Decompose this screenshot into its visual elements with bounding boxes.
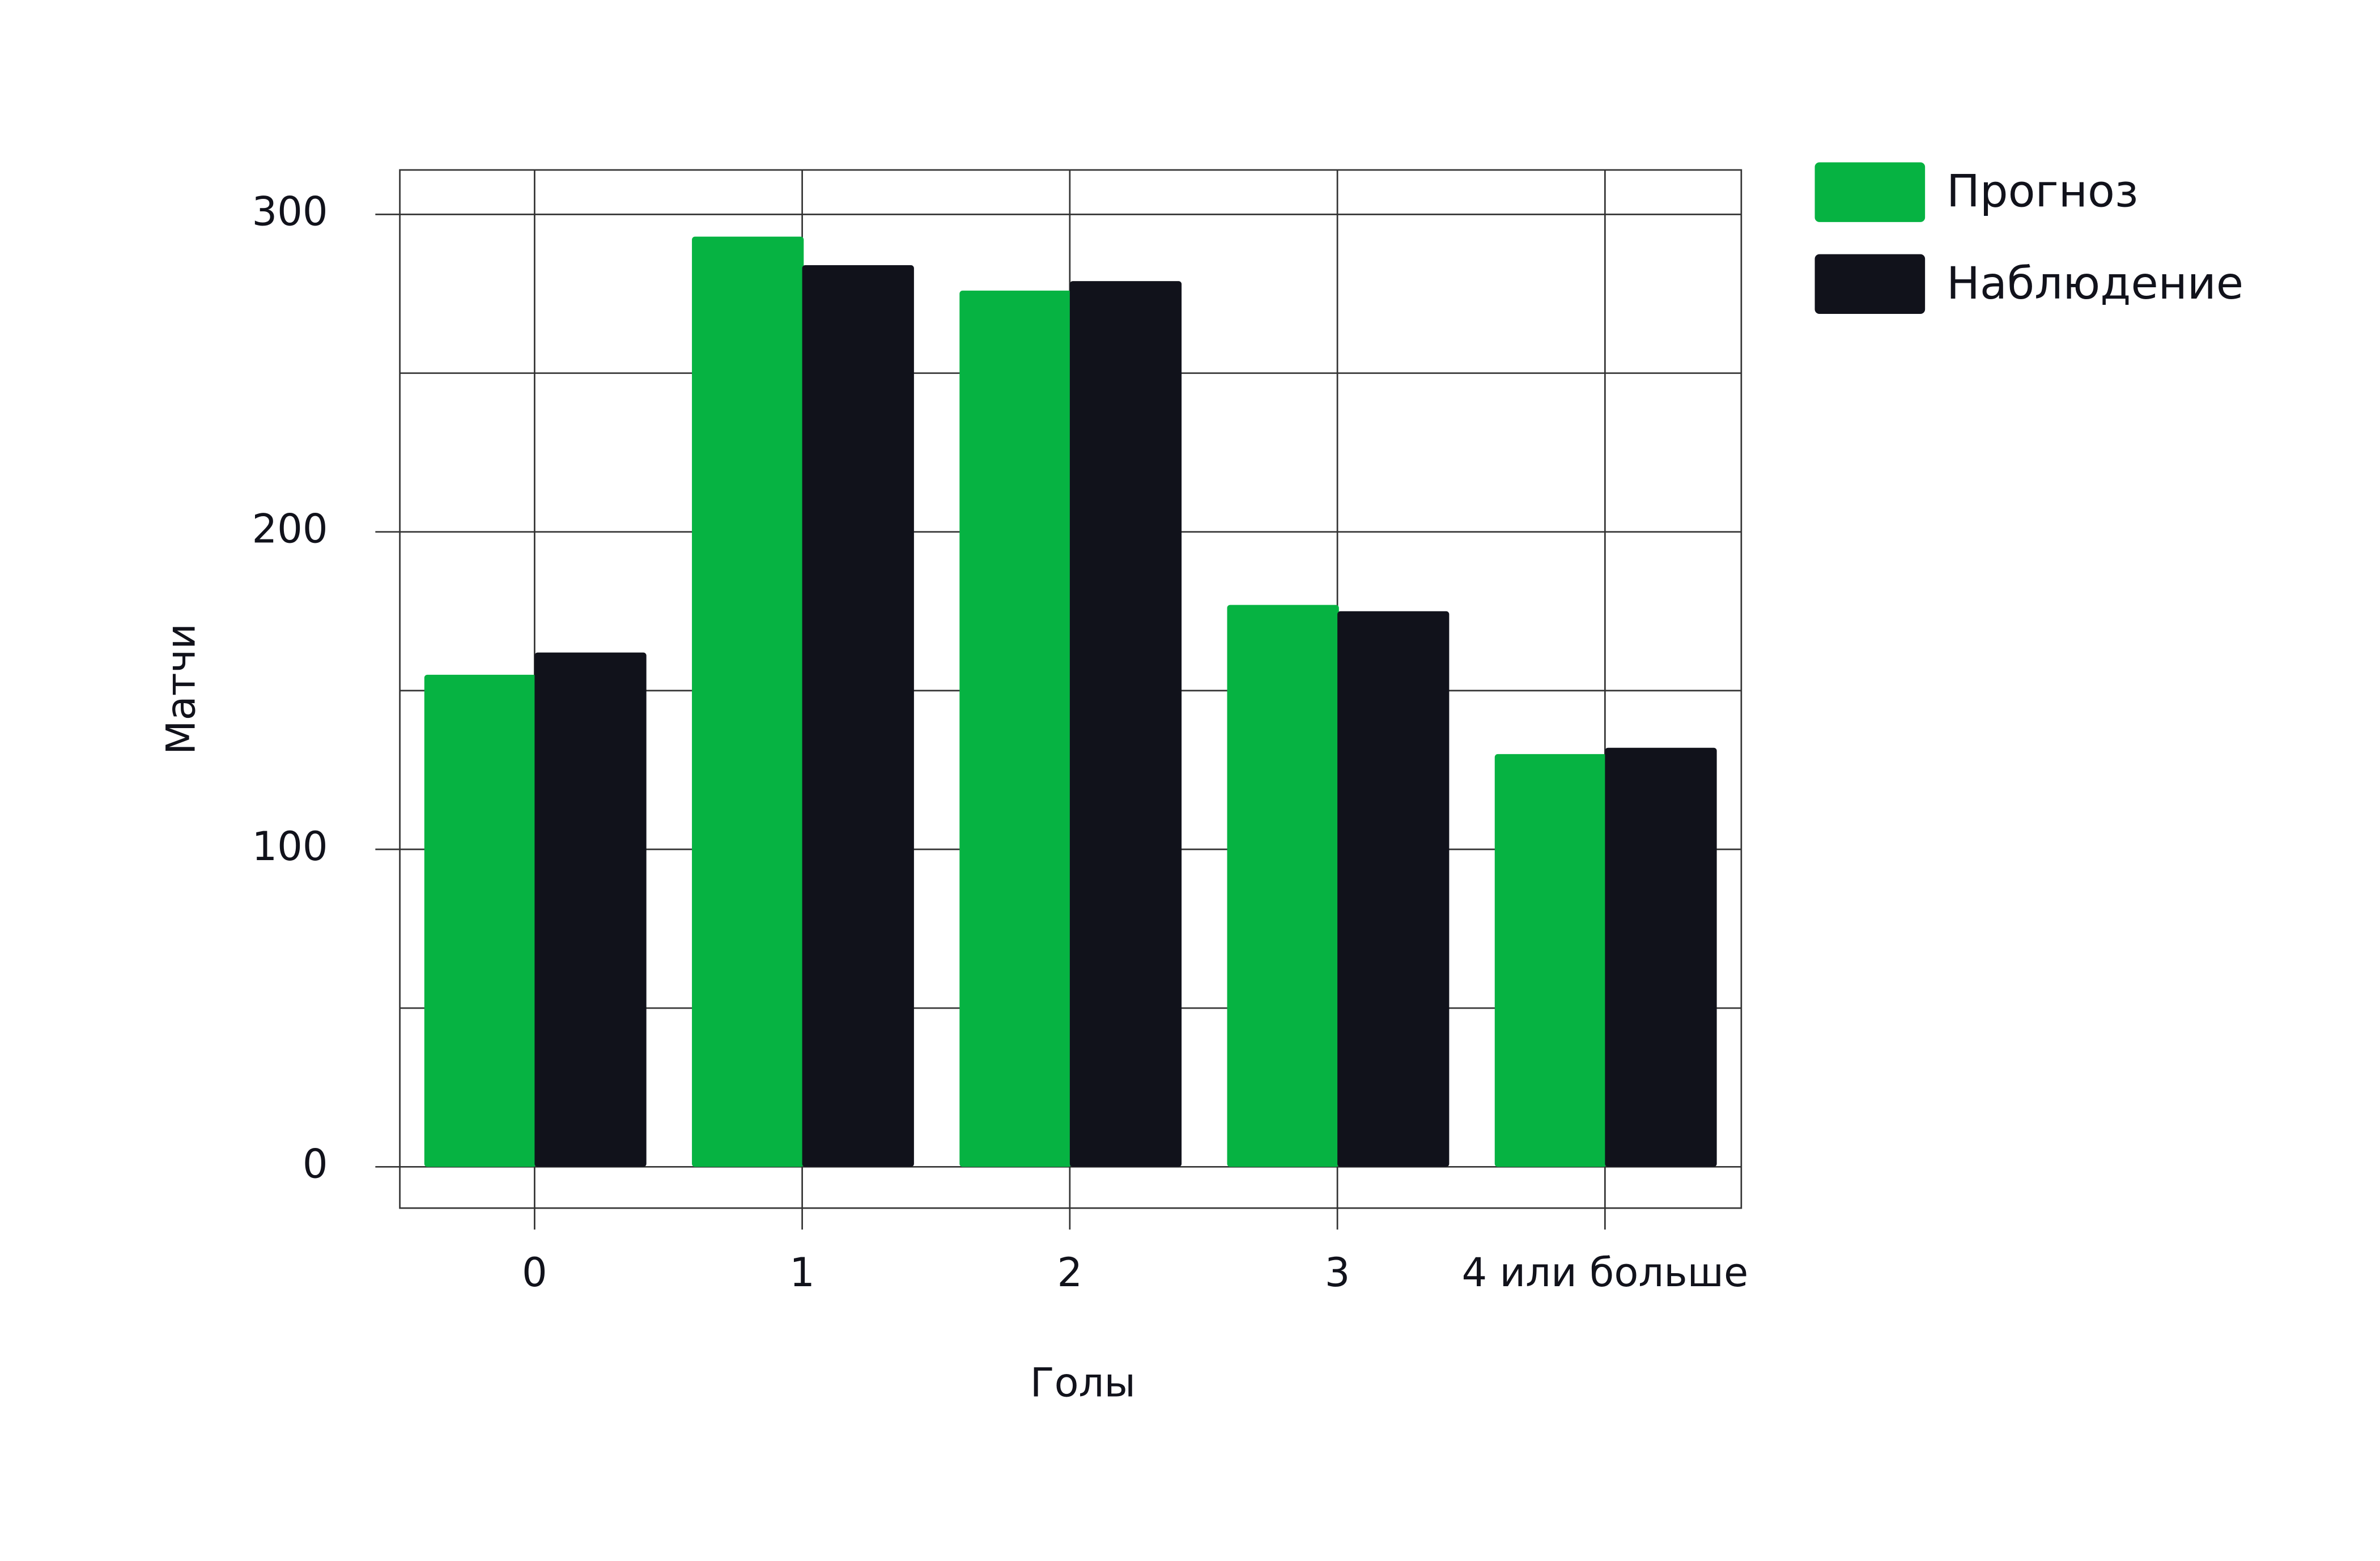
x-tick-label: 3 xyxy=(1325,1249,1350,1296)
bar xyxy=(959,290,1072,1167)
y-tick-label: 0 xyxy=(303,1141,328,1187)
y-tick-label: 300 xyxy=(252,188,328,235)
x-tick-label: 0 xyxy=(522,1249,547,1296)
legend-label: Наблюдение xyxy=(1946,258,2243,309)
y-tick-label: 200 xyxy=(252,506,328,552)
y-axis-title: Матчи xyxy=(158,623,205,755)
bar xyxy=(424,674,537,1167)
legend-label: Прогноз xyxy=(1946,166,2139,218)
bar xyxy=(692,236,804,1167)
bar xyxy=(1494,754,1607,1167)
x-tick-label: 2 xyxy=(1057,1249,1083,1296)
legend-swatch xyxy=(1814,162,1926,222)
bar xyxy=(1337,611,1450,1167)
y-tick-label: 100 xyxy=(252,823,328,870)
legend-swatch xyxy=(1814,254,1926,314)
x-tick-label: 4 или больше xyxy=(1461,1249,1748,1296)
x-axis-title: Голы xyxy=(1030,1360,1136,1406)
bar xyxy=(1069,281,1182,1167)
x-tick-label: 1 xyxy=(789,1249,815,1296)
bar xyxy=(1605,747,1717,1167)
bar xyxy=(1227,605,1339,1167)
bar xyxy=(802,265,914,1167)
bar xyxy=(534,652,647,1167)
